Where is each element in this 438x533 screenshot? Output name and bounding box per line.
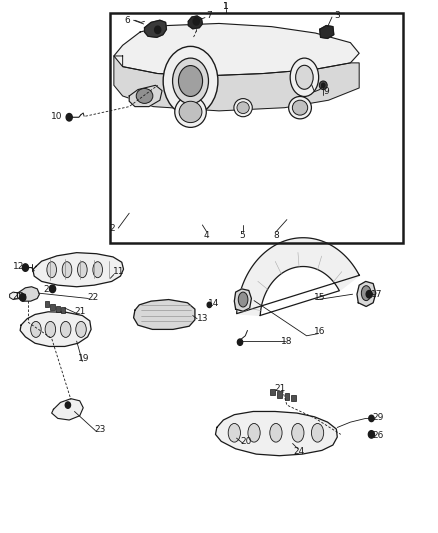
Text: 21: 21 (275, 384, 286, 392)
Text: 17: 17 (371, 290, 382, 298)
Text: 4: 4 (204, 231, 209, 240)
Bar (50, 304, 55, 310)
Ellipse shape (47, 262, 57, 278)
Ellipse shape (296, 66, 313, 90)
Text: 28: 28 (43, 285, 55, 294)
Ellipse shape (290, 58, 318, 96)
Ellipse shape (78, 262, 87, 278)
Ellipse shape (361, 286, 371, 301)
Polygon shape (188, 16, 202, 29)
Bar (61, 307, 65, 313)
Text: 22: 22 (87, 293, 99, 302)
Polygon shape (215, 411, 337, 456)
Text: 15: 15 (314, 293, 325, 302)
Circle shape (66, 114, 72, 121)
Ellipse shape (45, 321, 56, 337)
Polygon shape (52, 399, 83, 420)
Text: 18: 18 (281, 337, 293, 345)
Polygon shape (10, 292, 20, 300)
Ellipse shape (237, 102, 249, 114)
Bar (270, 389, 275, 395)
Ellipse shape (234, 99, 252, 117)
Polygon shape (18, 287, 39, 301)
Ellipse shape (60, 321, 71, 337)
Ellipse shape (270, 423, 282, 442)
Ellipse shape (292, 423, 304, 442)
Circle shape (65, 402, 71, 408)
Text: 6: 6 (124, 16, 130, 25)
Text: 23: 23 (94, 425, 106, 433)
Text: 5: 5 (240, 231, 246, 240)
Ellipse shape (175, 96, 206, 127)
Circle shape (193, 18, 199, 25)
Ellipse shape (289, 96, 311, 119)
Bar (56, 306, 60, 312)
Ellipse shape (238, 292, 248, 307)
Circle shape (155, 26, 161, 34)
Text: 13: 13 (197, 314, 208, 323)
Polygon shape (114, 56, 359, 111)
Ellipse shape (293, 100, 308, 115)
Polygon shape (237, 238, 359, 316)
Polygon shape (234, 289, 251, 311)
Text: 27: 27 (13, 292, 24, 301)
Circle shape (368, 431, 374, 438)
Ellipse shape (93, 262, 102, 278)
Circle shape (366, 290, 372, 298)
Polygon shape (145, 20, 166, 37)
Ellipse shape (179, 101, 202, 123)
Text: 19: 19 (78, 354, 90, 362)
Text: 2: 2 (109, 224, 114, 232)
Bar (110, 13, 403, 243)
Circle shape (20, 294, 26, 301)
Ellipse shape (62, 262, 72, 278)
Ellipse shape (173, 58, 208, 104)
Text: 11: 11 (113, 268, 124, 276)
Ellipse shape (248, 423, 260, 442)
Circle shape (237, 339, 243, 345)
Polygon shape (357, 281, 376, 306)
Bar (277, 391, 282, 398)
Text: 29: 29 (372, 414, 383, 422)
Ellipse shape (31, 321, 41, 337)
Text: 14: 14 (208, 300, 219, 308)
Ellipse shape (179, 66, 202, 96)
Circle shape (321, 83, 325, 87)
Text: 3: 3 (334, 12, 340, 20)
Text: 8: 8 (273, 231, 279, 240)
Polygon shape (114, 23, 359, 76)
Circle shape (49, 285, 56, 293)
Text: 1: 1 (223, 2, 229, 11)
Circle shape (22, 264, 28, 271)
Ellipse shape (163, 46, 218, 116)
Text: 1: 1 (223, 2, 229, 11)
Polygon shape (20, 312, 91, 346)
Ellipse shape (76, 321, 86, 337)
Text: 7: 7 (206, 12, 212, 20)
Text: 21: 21 (74, 308, 85, 316)
Polygon shape (320, 26, 334, 38)
Bar (45, 301, 49, 307)
Text: 16: 16 (314, 327, 325, 336)
Polygon shape (129, 85, 162, 107)
Text: 20: 20 (240, 437, 252, 446)
Circle shape (207, 302, 212, 308)
Bar (291, 395, 296, 401)
Text: 24: 24 (293, 448, 304, 456)
Bar (285, 393, 289, 400)
Text: 12: 12 (13, 262, 24, 271)
Ellipse shape (228, 423, 240, 442)
Polygon shape (134, 300, 195, 329)
Circle shape (369, 415, 374, 422)
Text: 10: 10 (51, 112, 63, 120)
Ellipse shape (136, 88, 153, 103)
Ellipse shape (311, 423, 324, 442)
Text: 9: 9 (323, 87, 329, 96)
Polygon shape (33, 253, 124, 287)
Text: 26: 26 (372, 431, 383, 440)
Ellipse shape (319, 81, 327, 90)
